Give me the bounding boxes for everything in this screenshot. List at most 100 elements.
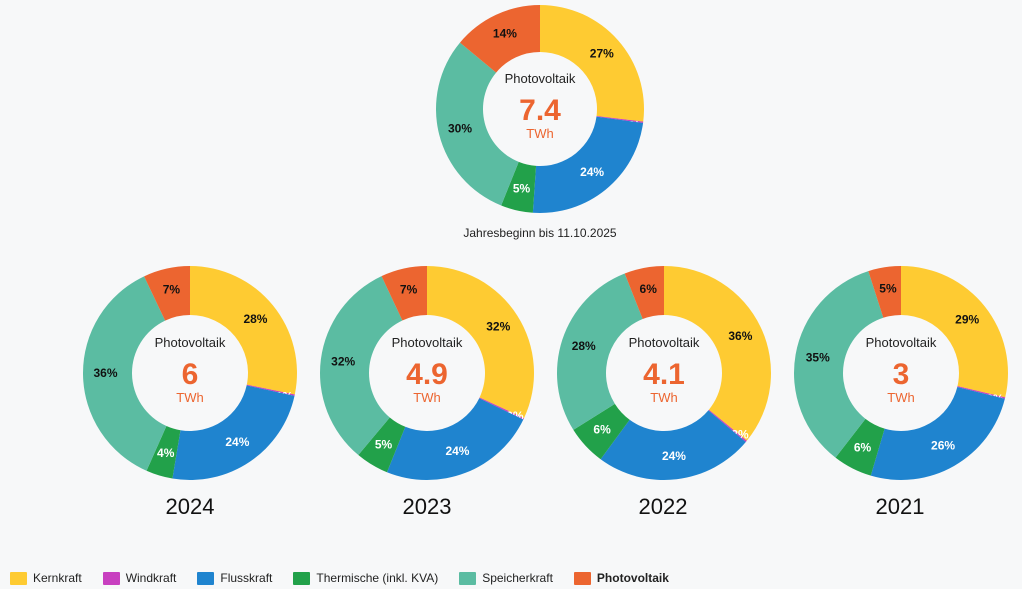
- legend-label: Flusskraft: [220, 571, 273, 585]
- center-label: Photovoltaik: [866, 335, 937, 350]
- center-value: 3: [893, 358, 910, 391]
- slice-label: 6%: [593, 423, 611, 437]
- legend-swatch: [102, 571, 120, 585]
- legend-item-flusskraft[interactable]: Flusskraft: [197, 571, 272, 585]
- slice-windkraft[interactable]: [708, 409, 747, 442]
- slice-label: 36%: [93, 366, 117, 380]
- legend-item-speicherkraft[interactable]: Speicherkraft: [459, 571, 553, 585]
- slice-windkraft[interactable]: [246, 384, 295, 396]
- slice-label: 32%: [486, 320, 510, 334]
- slice-label: 24%: [445, 444, 469, 458]
- center-value: 4.1: [643, 358, 685, 391]
- slice-label: 28%: [572, 339, 596, 353]
- slice-speicherkraft[interactable]: [794, 271, 884, 458]
- center-unit: TWh: [526, 126, 553, 141]
- center-value: 7.4: [519, 94, 561, 127]
- legend-swatch: [293, 571, 311, 585]
- slice-kernkraft[interactable]: [901, 266, 1008, 398]
- legend-item-windkraft[interactable]: Windkraft: [102, 571, 177, 585]
- slice-label: 29%: [955, 313, 979, 327]
- legend-swatch: [573, 571, 591, 585]
- slice-kernkraft[interactable]: [427, 266, 534, 419]
- slice-thermische-inkl-kva[interactable]: [358, 417, 406, 473]
- slice-label: 24%: [225, 435, 249, 449]
- year-label-2024: 2024: [165, 494, 215, 519]
- slice-flusskraft[interactable]: [172, 385, 295, 480]
- slice-windkraft[interactable]: [596, 115, 644, 123]
- slice-label: 5%: [375, 438, 393, 452]
- center-unit: TWh: [650, 390, 677, 405]
- slice-label: 5%: [513, 182, 531, 196]
- slice-label: 4%: [157, 446, 175, 460]
- slice-label: 36%: [728, 329, 752, 343]
- slice-kernkraft[interactable]: [190, 266, 297, 395]
- slice-photovoltaik[interactable]: [459, 5, 540, 73]
- slice-photovoltaik[interactable]: [624, 266, 664, 320]
- slice-speicherkraft[interactable]: [557, 273, 643, 430]
- center-unit: TWh: [176, 390, 203, 405]
- legend-swatch: [459, 571, 477, 585]
- slice-label: 7%: [400, 283, 418, 297]
- center-label: Photovoltaik: [155, 335, 226, 350]
- center-label: Photovoltaik: [629, 335, 700, 350]
- legend: Kernkraft Windkraft Flusskraft Thermisch…: [10, 569, 690, 587]
- slice-label: 6%: [854, 440, 872, 454]
- year-label-2023: 2023: [402, 494, 452, 519]
- legend-label: Kernkraft: [33, 571, 82, 585]
- legend-label: Speicherkraft: [482, 571, 553, 585]
- slice-label: 30%: [448, 121, 472, 135]
- center-value: 4.9: [406, 358, 448, 391]
- center-label: Photovoltaik: [505, 71, 576, 86]
- slice-flusskraft[interactable]: [386, 398, 524, 480]
- slice-flusskraft[interactable]: [870, 386, 1005, 480]
- donut-charts: 27%0.2%24%5%30%14%Photovoltaik7.4TWh28%0…: [83, 5, 1008, 481]
- slice-label: 32%: [331, 354, 355, 368]
- slice-label: 26%: [931, 438, 955, 452]
- slice-label: 14%: [493, 26, 517, 40]
- slice-windkraft[interactable]: [479, 397, 525, 420]
- slice-label: 5%: [879, 282, 897, 296]
- slice-windkraft[interactable]: [957, 386, 1006, 399]
- slice-thermische-inkl-kva[interactable]: [835, 418, 885, 476]
- legend-item-kernkraft[interactable]: Kernkraft: [10, 571, 82, 585]
- chart-subtitle: Jahresbeginn bis 11.10.2025: [463, 226, 617, 240]
- legend-swatch: [10, 571, 27, 585]
- legend-item-thermische[interactable]: Thermische (inkl. KVA): [293, 571, 438, 585]
- slice-label: 7%: [163, 283, 181, 297]
- legend-label: Windkraft: [125, 571, 177, 585]
- legend-label: Photovoltaik: [596, 571, 669, 585]
- slice-label: 6%: [640, 282, 658, 296]
- center-unit: TWh: [413, 390, 440, 405]
- year-label-2021: 2021: [875, 494, 925, 519]
- center-label: Photovoltaik: [392, 335, 463, 350]
- slice-photovoltaik[interactable]: [381, 266, 427, 321]
- slice-photovoltaik[interactable]: [144, 266, 190, 321]
- slice-speicherkraft[interactable]: [435, 42, 519, 206]
- slice-thermische-inkl-kva[interactable]: [501, 161, 537, 213]
- slice-thermische-inkl-kva[interactable]: [573, 403, 630, 460]
- legend-item-photovoltaik[interactable]: Photovoltaik: [573, 571, 669, 585]
- center-unit: TWh: [887, 390, 914, 405]
- slice-photovoltaik[interactable]: [868, 266, 901, 318]
- legend-swatch: [197, 571, 215, 585]
- slice-label: 27%: [590, 47, 614, 61]
- slice-label: 24%: [662, 449, 686, 463]
- slice-thermische-inkl-kva[interactable]: [146, 425, 181, 479]
- slice-flusskraft[interactable]: [600, 410, 746, 481]
- slice-label: 28%: [243, 312, 267, 326]
- slice-speicherkraft[interactable]: [83, 276, 167, 471]
- year-label-2022: 2022: [638, 494, 688, 519]
- slice-speicherkraft[interactable]: [320, 276, 403, 456]
- center-value: 6: [182, 358, 199, 391]
- slice-kernkraft[interactable]: [664, 266, 771, 441]
- slice-label: 35%: [806, 351, 830, 365]
- slice-flusskraft[interactable]: [532, 116, 644, 213]
- slice-kernkraft[interactable]: [540, 5, 644, 122]
- legend-label: Thermische (inkl. KVA): [316, 571, 439, 585]
- slice-label: 24%: [580, 165, 604, 179]
